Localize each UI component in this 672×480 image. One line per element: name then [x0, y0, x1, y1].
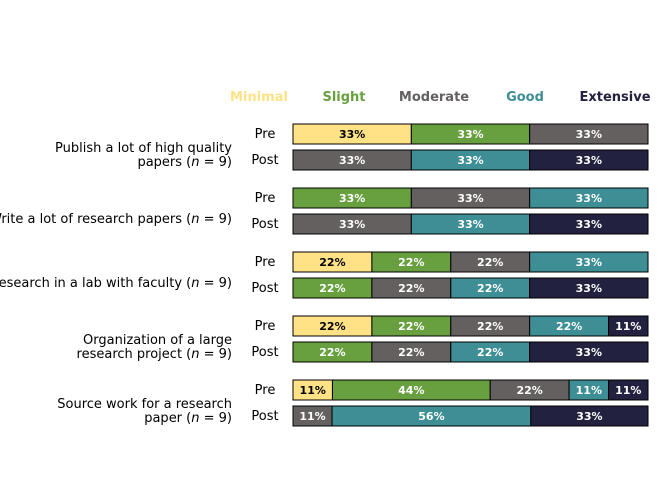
stage-label-pre: Pre — [255, 319, 276, 334]
data-label: 22% — [319, 346, 345, 359]
item-label-line: paper (n = 9) — [144, 411, 232, 426]
data-label: 11% — [299, 410, 325, 423]
legend-good: Good — [506, 90, 544, 105]
item-label-line: papers (n = 9) — [137, 155, 232, 170]
data-label: 33% — [576, 282, 602, 295]
data-label: 33% — [576, 410, 602, 423]
data-label: 33% — [339, 128, 365, 141]
legend-minimal: Minimal — [230, 90, 288, 105]
data-label: 22% — [398, 346, 424, 359]
data-label: 11% — [615, 384, 641, 397]
item-label-line: Publish a lot of high quality — [55, 141, 232, 156]
bar-segment-moderate — [529, 123, 649, 145]
bar-segment-good — [529, 251, 649, 273]
data-label: 33% — [576, 128, 602, 141]
data-label: 22% — [398, 320, 424, 333]
bar-segment-extensive — [529, 213, 649, 235]
legend-extensive: Extensive — [579, 90, 650, 105]
legend-moderate: Moderate — [399, 90, 469, 105]
bar-segment-extensive — [608, 315, 649, 337]
data-label: 22% — [556, 320, 582, 333]
stage-label-post: Post — [251, 409, 278, 424]
data-label: 11% — [615, 320, 641, 333]
item-label-line: Source work for a research — [57, 397, 232, 412]
stage-label-post: Post — [251, 217, 278, 232]
data-label: 22% — [398, 282, 424, 295]
data-label: 11% — [576, 384, 602, 397]
bar-segment-extensive — [529, 277, 649, 299]
data-label: 22% — [477, 282, 503, 295]
bar-segment-extensive — [530, 405, 649, 427]
data-label: 22% — [319, 256, 345, 269]
stage-label-pre: Pre — [255, 191, 276, 206]
data-label: 33% — [339, 218, 365, 231]
stage-label-pre: Pre — [255, 383, 276, 398]
stage-label-pre: Pre — [255, 255, 276, 270]
data-label: 33% — [457, 154, 483, 167]
item-label-line: Research in a lab with faculty (n = 9) — [0, 276, 232, 291]
data-label: 33% — [576, 256, 602, 269]
bar-segment-extensive — [608, 379, 649, 401]
data-label: 33% — [576, 192, 602, 205]
data-label: 33% — [457, 218, 483, 231]
data-label: 33% — [457, 128, 483, 141]
data-label: 33% — [339, 192, 365, 205]
bar-segment-extensive — [529, 341, 649, 363]
stage-label-post: Post — [251, 153, 278, 168]
data-label: 33% — [576, 154, 602, 167]
data-label: 33% — [457, 192, 483, 205]
bar-segment-extensive — [529, 149, 649, 171]
stage-label-pre: Pre — [255, 127, 276, 142]
data-label: 22% — [319, 320, 345, 333]
data-label: 22% — [516, 384, 542, 397]
legend-slight: Slight — [322, 90, 365, 105]
data-label: 11% — [300, 384, 326, 397]
data-label: 33% — [576, 218, 602, 231]
stage-label-post: Post — [251, 281, 278, 296]
data-label: 22% — [477, 256, 503, 269]
item-label-line: research project (n = 9) — [77, 347, 232, 362]
data-label: 22% — [319, 282, 345, 295]
data-label: 56% — [418, 410, 444, 423]
data-label: 33% — [339, 154, 365, 167]
data-label: 22% — [398, 256, 424, 269]
data-label: 33% — [576, 346, 602, 359]
data-label: 44% — [398, 384, 424, 397]
bar-segment-good — [529, 187, 649, 209]
data-label: 22% — [477, 346, 503, 359]
data-label: 22% — [477, 320, 503, 333]
item-label-line: Organization of a large — [83, 333, 232, 348]
item-label-line: Write a lot of research papers (n = 9) — [0, 212, 232, 227]
stage-label-post: Post — [251, 345, 278, 360]
